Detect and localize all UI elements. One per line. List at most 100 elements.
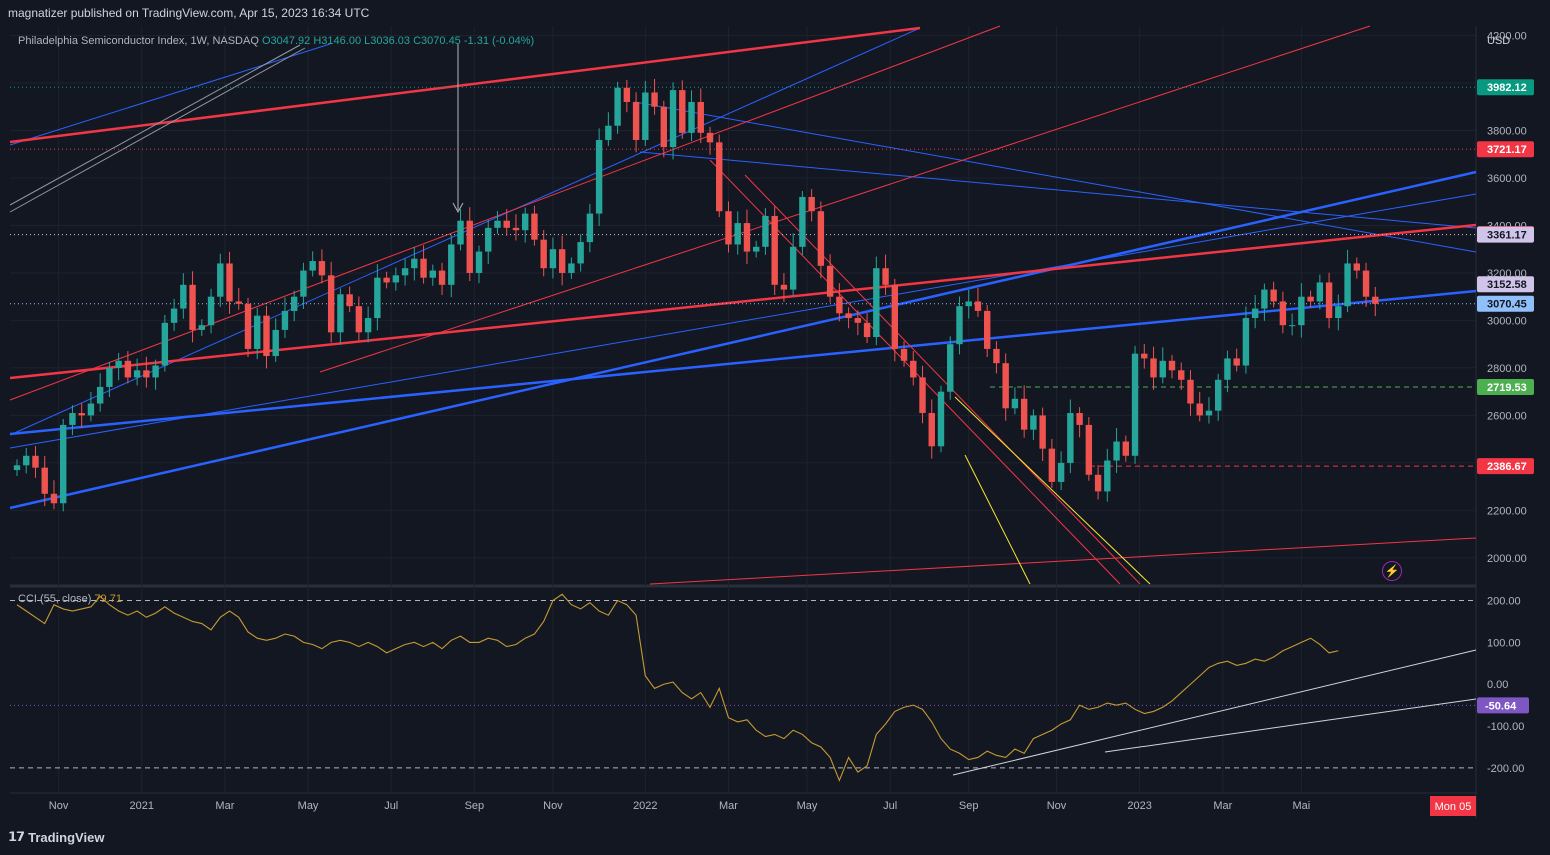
trendline-red-upper (9, 26, 921, 144)
trendline-red-down-b (744, 174, 1141, 585)
candle-body (854, 318, 862, 323)
trendline-red-main (9, 223, 1477, 380)
main-legend[interactable]: Philadelphia Semiconductor Index, 1W, NA… (18, 35, 534, 47)
cci-legend[interactable]: CCI (55, close) 79.71 (18, 593, 122, 605)
candle-body (272, 329, 279, 357)
level-price-text: 3152.58 (1487, 279, 1527, 291)
candle-body (651, 92, 658, 107)
candle-body (910, 360, 917, 378)
candle-body (485, 227, 492, 252)
candle-body (346, 294, 353, 307)
candle-body (494, 220, 501, 228)
cci-line[interactable] (16, 593, 1339, 782)
candle-body (1113, 441, 1120, 461)
candle-body (512, 227, 520, 231)
cci-axis[interactable]: 200.00 100.00 0.00 -100.00 -200.00 -50.64 (1477, 596, 1529, 775)
price-tick-label: 2800.00 (1487, 363, 1527, 375)
candle-body (632, 101, 640, 140)
candle-body (180, 284, 187, 309)
time-tick-label: Sep (959, 800, 979, 812)
time-tick-label: 2021 (129, 800, 153, 812)
time-tick-label: Nov (543, 800, 563, 812)
candle-body (1187, 379, 1194, 404)
candle-body (291, 296, 298, 311)
candle-body (1307, 296, 1314, 302)
candle-body (1261, 289, 1268, 309)
candle-body (78, 413, 85, 416)
horizontal-levels[interactable] (10, 86, 1476, 467)
candle-body (198, 325, 205, 330)
candle-body (1067, 413, 1074, 463)
lightning-icon[interactable]: ⚡ (1382, 561, 1402, 581)
candle-body (300, 270, 307, 297)
candle-body (96, 386, 104, 404)
cci-value: 79.71 (94, 593, 122, 605)
cci-trendline-b (1104, 698, 1477, 753)
candle-body (106, 367, 113, 387)
time-tick-label: Nov (49, 800, 69, 812)
candle-body (244, 303, 252, 349)
candle-body (1020, 398, 1028, 430)
cci-name: CCI (55, close) (18, 593, 92, 605)
candle-body (429, 270, 436, 278)
change-value: -1.31 (-0.04%) (463, 35, 535, 47)
candle-body (161, 322, 169, 366)
candle-body (152, 365, 159, 378)
low-value: L3036.03 (364, 35, 411, 47)
candle-body (863, 322, 871, 338)
trendline-drawings[interactable] (9, 25, 1477, 585)
price-pane[interactable] (10, 26, 1476, 584)
candle-body (919, 377, 926, 414)
candle-body (189, 284, 196, 330)
candle-body (1215, 379, 1222, 411)
candle-body (1335, 306, 1342, 319)
cci-pane[interactable] (10, 588, 1476, 793)
candle-body (531, 213, 538, 240)
candle-body (1085, 424, 1093, 475)
candle-body (817, 211, 825, 266)
candle-body (753, 246, 760, 252)
candle-body (549, 249, 557, 269)
candle-body (364, 318, 372, 333)
candle-body (771, 215, 778, 285)
candle-body (947, 344, 954, 392)
candle-body (1122, 441, 1129, 456)
time-tick-label: 2022 (633, 800, 657, 812)
candle-body (522, 213, 529, 231)
candle-body (577, 242, 584, 264)
trendline-grey-a (9, 44, 301, 206)
level-price-tag (1477, 379, 1534, 396)
candle-body (1048, 448, 1056, 482)
cci-tick-label: 200.00 (1487, 596, 1521, 608)
cci-bands (10, 600, 1476, 769)
cursor-time-text: Mon 05 (1435, 801, 1472, 813)
cci-trendlines[interactable] (952, 649, 1477, 776)
time-axis[interactable]: Nov 2021 Mar May Jul Sep Nov 2022 Mar May Jul Sep No… (49, 796, 1476, 816)
candle-body (411, 258, 418, 269)
candle-body (1224, 358, 1231, 380)
candle-body (956, 306, 963, 345)
candle-body (1233, 358, 1240, 366)
price-tick-label: 2600.00 (1487, 410, 1527, 422)
candle-body (1251, 308, 1259, 319)
candle-body (374, 277, 381, 319)
candle-body (614, 87, 621, 126)
candle-body (568, 263, 575, 273)
tradingview-logo[interactable]: 𝟭𝟳 TradingView (8, 829, 104, 845)
candle-body (32, 455, 39, 468)
candle-body (448, 244, 455, 285)
candle-body (60, 424, 67, 504)
trendline-blue-thin (9, 193, 1477, 449)
cci-level-tag (1477, 697, 1529, 714)
candle-body (540, 239, 547, 269)
candle-body (984, 310, 991, 349)
cursor-time-tag (1430, 796, 1476, 816)
candlestick-series[interactable] (13, 78, 1379, 512)
candle-body (1178, 370, 1185, 380)
candle-body (1353, 263, 1360, 271)
candle-body (605, 125, 612, 140)
open-value: O3047.92 (261, 35, 311, 47)
candle-body (642, 92, 649, 140)
candle-body (457, 220, 464, 245)
